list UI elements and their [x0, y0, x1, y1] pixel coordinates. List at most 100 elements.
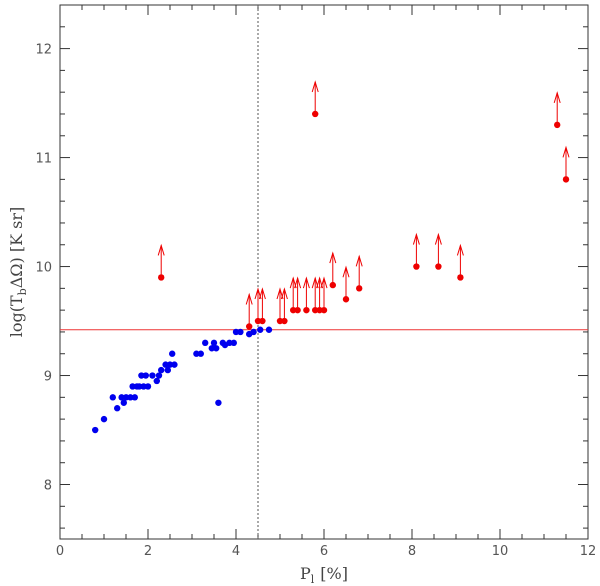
- x-tick-labels: 0 2 4 6 8 10 12: [56, 544, 596, 559]
- limit-arrow-head: [311, 80, 319, 93]
- data-point-red: [246, 323, 253, 330]
- x-tick-label: 8: [408, 544, 416, 559]
- y-axis-label: log(TbΔΩ) [K sr]: [7, 207, 29, 337]
- data-point-blue: [162, 361, 169, 368]
- data-point-blue: [120, 399, 128, 406]
- data-point-blue: [142, 372, 149, 379]
- data-point-blue: [136, 383, 143, 390]
- data-point-red: [562, 176, 570, 183]
- limit-arrow-head: [258, 287, 266, 300]
- limit-arrow-head: [412, 232, 420, 245]
- plot-frame: [59, 4, 589, 540]
- data-point-red-lower-limit: [456, 243, 464, 281]
- data-point-red-lower-limit: [562, 145, 570, 183]
- axis-ticks: [59, 4, 589, 539]
- data-point-red: [281, 317, 288, 325]
- data-point-blue: [250, 328, 257, 336]
- series-red: [157, 80, 570, 330]
- data-point-blue: [193, 350, 200, 357]
- limit-arrow-head: [456, 243, 464, 256]
- data-point-blue: [226, 339, 233, 347]
- data-point-blue: [210, 339, 218, 347]
- data-point-red-lower-limit: [320, 276, 328, 314]
- data-point-red-lower-limit: [245, 292, 253, 330]
- data-point-red-lower-limit: [302, 276, 310, 314]
- data-point-blue: [265, 326, 273, 333]
- data-point-red: [457, 274, 464, 281]
- x-tick-label: 2: [144, 544, 152, 559]
- data-point-red-lower-limit: [329, 251, 337, 289]
- data-point-blue: [257, 326, 264, 333]
- data-point-blue: [138, 372, 145, 379]
- data-point-red: [290, 306, 297, 314]
- data-point-red: [158, 274, 165, 281]
- data-point-blue: [237, 328, 244, 336]
- data-point-red: [303, 306, 310, 314]
- data-point-blue: [144, 383, 152, 390]
- data-point-red: [320, 306, 328, 314]
- data-point-blue: [171, 361, 178, 368]
- data-point-red-lower-limit: [294, 276, 302, 314]
- data-point-blue: [153, 377, 160, 385]
- data-point-blue: [169, 350, 176, 357]
- data-point-red-lower-limit: [157, 243, 165, 281]
- limit-arrow-head: [342, 265, 350, 278]
- x-tick-label: 4: [232, 544, 240, 559]
- data-point-red: [329, 281, 336, 289]
- data-point-red: [316, 306, 323, 314]
- data-point-red-lower-limit: [412, 232, 420, 270]
- data-point-red-lower-limit: [311, 80, 319, 118]
- y-tick-label: 10: [35, 261, 52, 276]
- data-point-blue: [131, 394, 138, 401]
- data-point-blue: [118, 394, 125, 401]
- data-point-blue: [129, 383, 136, 390]
- data-point-blue: [166, 361, 174, 368]
- limit-arrow-head: [562, 145, 570, 158]
- x-axis-label: Pl [%]: [300, 564, 348, 586]
- y-tick-label: 9: [44, 370, 52, 385]
- limit-arrow-head: [245, 292, 253, 305]
- data-point-blue: [109, 394, 117, 401]
- data-point-red: [276, 317, 284, 325]
- y-tick-label: 8: [44, 479, 52, 494]
- data-point-red-lower-limit: [311, 276, 319, 314]
- data-point-red-lower-limit: [276, 287, 284, 325]
- limit-arrow-head: [280, 287, 288, 300]
- limit-arrow-head: [355, 254, 363, 267]
- data-point-blue: [149, 372, 156, 379]
- data-point-red: [356, 285, 363, 292]
- data-point-blue: [158, 366, 165, 374]
- data-point-blue: [114, 405, 121, 412]
- data-point-red: [259, 317, 266, 325]
- y-tick-labels: 8 9 10 11 12: [35, 43, 52, 494]
- data-point-red-lower-limit: [254, 287, 262, 325]
- limit-arrow-head: [157, 243, 165, 256]
- data-point-red: [435, 263, 442, 270]
- data-point-blue: [155, 372, 163, 379]
- y-tick-label: 12: [35, 43, 52, 58]
- limit-arrow-head: [553, 91, 561, 104]
- x-tick-label: 12: [580, 544, 597, 559]
- x-tick-label: 6: [320, 544, 328, 559]
- data-point-red: [294, 306, 301, 314]
- data-point-blue: [140, 383, 147, 390]
- data-point-blue: [164, 366, 171, 374]
- data-point-blue: [202, 339, 209, 347]
- data-point-blue: [122, 394, 130, 401]
- data-point-red-lower-limit: [280, 287, 288, 325]
- data-point-red-lower-limit: [553, 91, 561, 129]
- data-point-red: [342, 296, 350, 303]
- y-tick-label: 11: [35, 152, 52, 167]
- data-point-blue: [215, 399, 222, 406]
- limit-arrow-head: [434, 232, 442, 245]
- data-point-red: [413, 263, 420, 270]
- series-blue: [92, 326, 273, 434]
- data-point-blue: [208, 345, 215, 352]
- data-point-red-lower-limit: [434, 232, 442, 270]
- data-point-red: [312, 110, 319, 118]
- data-point-blue: [127, 394, 134, 401]
- data-point-red: [254, 317, 262, 325]
- data-point-red-lower-limit: [258, 287, 266, 325]
- x-tick-label: 10: [492, 544, 509, 559]
